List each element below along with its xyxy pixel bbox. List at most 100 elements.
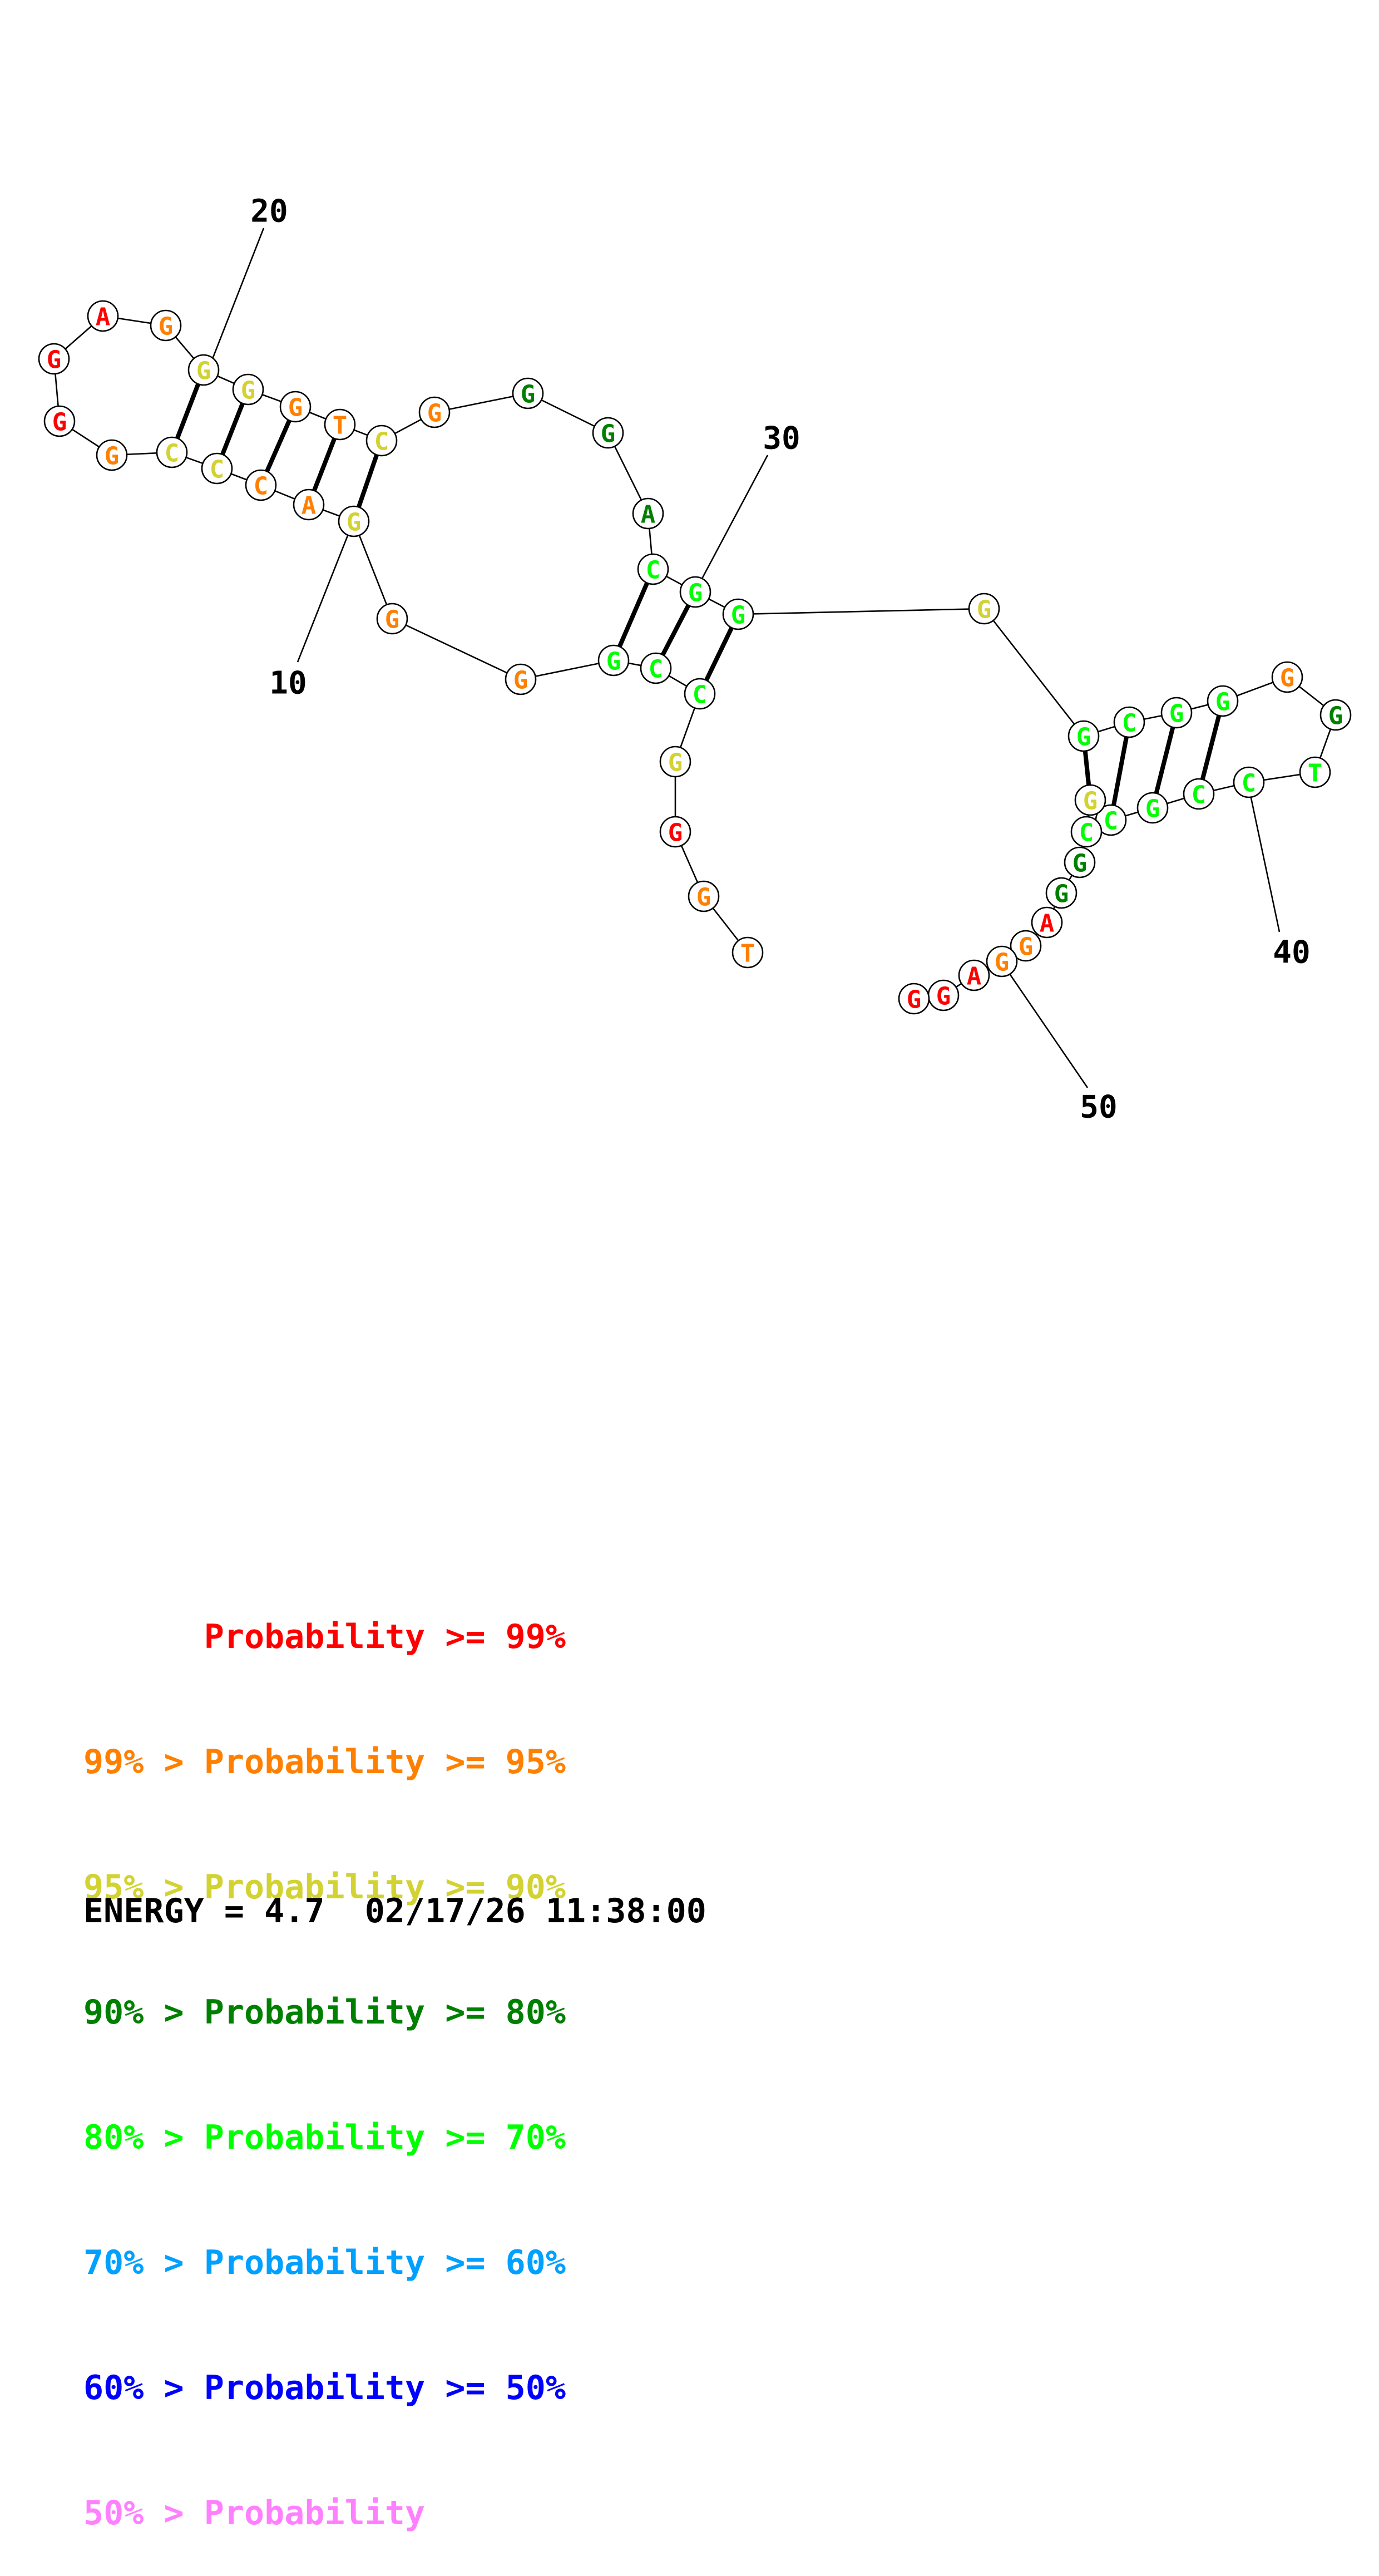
nucleotide: G — [898, 983, 930, 1015]
nucleotide-circle — [1070, 816, 1103, 848]
nucleotide: A — [1031, 906, 1063, 939]
nucleotide: C — [1183, 778, 1215, 810]
nucleotide: G — [187, 354, 220, 386]
nucleotide: G — [43, 405, 76, 437]
nucleotide: A — [958, 959, 990, 991]
position-label-line — [1007, 971, 1089, 1088]
legend-row-0: Probability >= 99% — [83, 1617, 566, 1656]
nucleotide: G — [232, 373, 264, 406]
nucleotide-base-letter: G — [1215, 688, 1230, 717]
nucleotide: G — [592, 417, 624, 449]
nucleotide-circle — [1074, 784, 1106, 816]
position-label-line — [296, 525, 353, 663]
nucleotide: G — [1319, 699, 1352, 731]
nucleotide: G — [597, 644, 630, 677]
nucleotide-base-letter: G — [1019, 933, 1034, 961]
nucleotide: C — [365, 425, 398, 457]
nucleotide: C — [1233, 766, 1265, 798]
nucleotide: C — [637, 553, 669, 585]
legend-row-2: 95% > Probability >= 90% — [83, 1868, 566, 1907]
nucleotide-base-letter: C — [210, 456, 225, 484]
nucleotide-base-letter: C — [165, 440, 180, 468]
nucleotide-circle — [365, 425, 398, 457]
position-label: 10 — [269, 665, 307, 702]
nucleotide-base-letter: G — [241, 377, 256, 405]
base-pair-bond — [1197, 700, 1225, 794]
nucleotide-circle — [156, 436, 188, 468]
nucleotide: G — [512, 377, 544, 409]
nucleotide-circle — [279, 391, 312, 423]
nucleotide-circle — [232, 373, 264, 406]
nucleotide-base-letter: G — [668, 819, 683, 847]
position-label: 50 — [1080, 1089, 1117, 1126]
nucleotide: C — [684, 678, 716, 710]
nucleotide: T — [1299, 756, 1331, 788]
nucleotide-base-letter: C — [374, 428, 389, 456]
nucleotide: G — [150, 309, 182, 342]
nucleotide-base-letter: G — [696, 884, 711, 912]
nucleotide-circle — [376, 603, 408, 635]
nucleotide-base-letter: A — [96, 303, 111, 332]
nucleotide: T — [731, 936, 764, 969]
nucleotide-base-letter: G — [1054, 880, 1069, 909]
backbone-segment — [738, 608, 985, 615]
nucleotide: G — [505, 663, 537, 695]
legend-row-1: 99% > Probability >= 95% — [83, 1743, 566, 1782]
nucleotide-base-letter: G — [196, 357, 211, 386]
nucleotide-base-letter: G — [521, 381, 536, 409]
base-pair-bond — [1150, 712, 1179, 808]
nucleotide-base-letter: C — [693, 681, 708, 709]
nucleotide: A — [632, 497, 664, 530]
nucleotide: G — [659, 816, 691, 848]
nucleotide: G — [338, 505, 370, 537]
nucleotide: G — [1045, 877, 1078, 909]
nucleotide-base-letter: A — [1040, 910, 1055, 938]
nucleotide-circle — [1207, 685, 1239, 717]
nucleotide-base-letter: G — [688, 579, 703, 608]
nucleotide-base-letter: C — [1122, 709, 1137, 738]
position-labels: 10 20 30 40 50 — [250, 194, 1310, 1126]
nucleotide-base-letter: G — [347, 509, 362, 537]
nucleotide-circle — [1010, 930, 1042, 962]
nucleotide-circle — [1271, 661, 1303, 693]
nucleotide-circle — [958, 959, 990, 991]
nucleotide-circle — [659, 746, 691, 778]
nucleotide: A — [293, 488, 325, 521]
nucleotide-base-letter: G — [731, 601, 746, 630]
nucleotide: G — [1160, 697, 1193, 729]
nucleotide-circle — [1319, 699, 1352, 731]
backbone-segment — [520, 659, 614, 680]
nucleotide-circle — [245, 469, 277, 501]
nucleotide-circle — [986, 945, 1018, 978]
nucleotide-base-letter: G — [1145, 795, 1160, 823]
nucleotide: G — [1064, 846, 1096, 879]
nucleotide-circle — [187, 354, 220, 386]
nucleotide-circle — [597, 644, 630, 677]
nucleotide-base-letter: G — [907, 986, 922, 1014]
legend-row-3: 90% > Probability >= 80% — [83, 1993, 566, 2032]
position-label-line — [210, 228, 265, 362]
nucleotide-circle — [640, 652, 672, 684]
nucleotide-base-letter: C — [646, 556, 661, 585]
nucleotide-base-letter: A — [967, 963, 982, 991]
nucleotide: G — [1271, 661, 1303, 693]
nucleotide-circle — [87, 300, 119, 332]
nucleotide-circle — [659, 816, 691, 848]
nucleotide-circle — [1160, 697, 1193, 729]
nucleotide-base-letter: G — [668, 749, 683, 777]
nucleotide: G — [376, 603, 408, 635]
nucleotide-base-letter: G — [606, 648, 621, 676]
nucleotide: G — [986, 945, 1018, 978]
nucleotide-circle — [1064, 846, 1096, 879]
nucleotide: T — [324, 408, 356, 441]
nucleotide-base-letter: C — [1079, 819, 1094, 847]
nucleotide-base-letter: G — [1169, 700, 1184, 728]
legend-row-7: 50% > Probability — [83, 2494, 426, 2533]
nucleotide-circle — [96, 439, 128, 471]
nucleotide-base-letter: C — [1104, 807, 1119, 836]
position-label-lines — [210, 228, 1281, 1088]
nucleotide-circle — [731, 936, 764, 969]
nucleotide-base-letter: G — [105, 442, 120, 471]
position-label: 40 — [1273, 935, 1310, 971]
